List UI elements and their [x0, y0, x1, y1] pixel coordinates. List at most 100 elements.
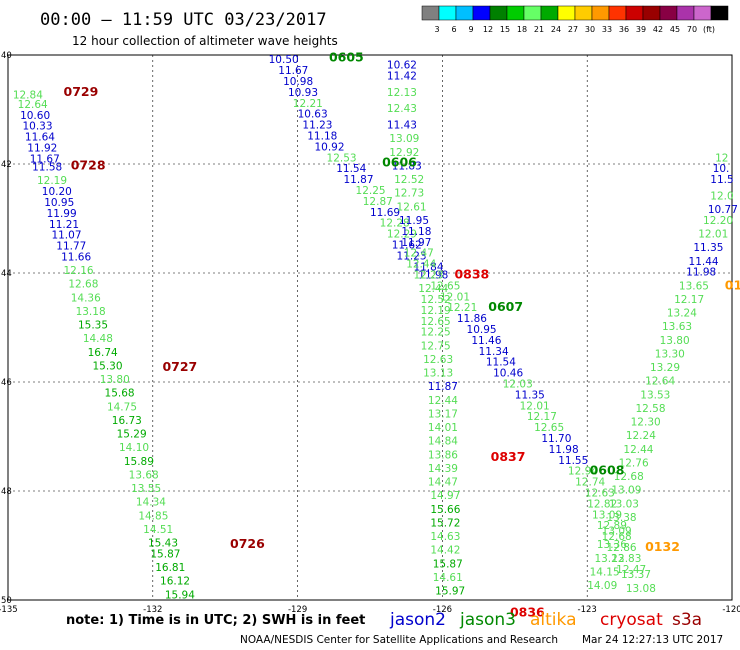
wave-height-value: 12.20 — [703, 215, 733, 227]
wave-height-value: 10.62 — [387, 60, 417, 72]
wave-height-value: 12.92 — [389, 147, 419, 159]
wave-height-value: 12.25 — [421, 327, 451, 339]
wave-height-value: 15.72 — [430, 517, 460, 529]
colorbar-swatch — [506, 5, 525, 21]
colorbar-label: 6 — [451, 25, 456, 34]
chart-subtitle: 12 hour collection of altimeter wave hei… — [72, 34, 338, 48]
wave-height-value: 10.93 — [288, 87, 318, 99]
wave-height-value: 11.67 — [278, 65, 308, 77]
wave-height-value: 11.83 — [392, 160, 422, 172]
colorbar-label: 27 — [568, 25, 578, 34]
wave-height-value: 11.70 — [541, 433, 571, 445]
wave-height-value: 11.5 — [710, 174, 733, 186]
wave-height-value: 13.09 — [602, 526, 632, 538]
colorbar-swatch — [489, 5, 508, 21]
wave-height-value: 15.87 — [150, 548, 180, 560]
wave-height-value: 13.09 — [611, 485, 641, 497]
wave-height-value: 12.44 — [623, 444, 653, 456]
wave-height-value: 14.01 — [428, 422, 458, 434]
colorbar-label: 21 — [534, 25, 544, 34]
colorbar-swatch — [557, 5, 576, 21]
wave-height-value: 14.85 — [138, 510, 168, 522]
satellite-legend: jason2 jason3 altika cryosat s3a — [389, 610, 702, 630]
wave-height-value: 15.68 — [105, 388, 135, 400]
colorbar-swatch — [472, 5, 491, 21]
colorbar: 3 6 9 12 15 18 21 24 27 30 33 36 39 42 45 70 (ft) — [421, 5, 729, 34]
wave-height-value: 11.98 — [418, 269, 448, 281]
wave-height-value: 13.65 — [679, 280, 709, 292]
plot-frame — [7, 54, 733, 601]
wave-height-value: 15.29 — [117, 429, 147, 441]
y-tick-label: 44 — [1, 269, 12, 279]
wave-height-value: 11.86 — [457, 313, 487, 325]
pass-time-label: 0729 — [64, 84, 99, 99]
wave-height-value: 11.87 — [343, 174, 373, 186]
wave-height-value: 11.87 — [428, 381, 458, 393]
wave-height-value: 12.65 — [534, 422, 564, 434]
wave-height-value: 13.86 — [428, 449, 458, 461]
satellite-s3a-label: s3a — [672, 610, 702, 630]
colorbar-swatch — [625, 5, 644, 21]
wave-height-value: 12.73 — [394, 188, 424, 200]
wave-height-value: 15.89 — [124, 456, 154, 468]
colorbar-label: 45 — [670, 25, 680, 34]
colorbar-swatch — [676, 5, 695, 21]
colorbar-label: 12 — [483, 25, 493, 34]
wave-height-value: 16.81 — [155, 562, 185, 574]
colorbar-label: 24 — [551, 25, 561, 34]
pass-time-label: 0728 — [71, 157, 106, 172]
wave-height-value: 12.61 — [397, 201, 427, 213]
wave-height-value: 11.18 — [401, 226, 431, 238]
timestamp-text: Mar 24 12:27:13 UTC 2017 — [582, 634, 723, 646]
wave-height-value: 13.23 — [594, 553, 624, 565]
wave-height-value: 14.63 — [430, 531, 460, 543]
wave-height-value: 11.69 — [370, 207, 400, 219]
wave-height-value: 12.13 — [387, 87, 417, 99]
time-labels: 0729 0728 0727 0726 0605 0606 0607 0608 0838 0837… — [64, 50, 740, 620]
satellite-cryosat-label: cryosat — [600, 610, 663, 630]
wave-height-value: 16.73 — [112, 415, 142, 427]
wave-height-value: 13.63 — [662, 321, 692, 333]
wave-height-value: 11.98 — [686, 267, 716, 279]
x-tick-label: -132 — [143, 605, 162, 615]
wave-height-value: 11.21 — [49, 219, 79, 231]
wave-height-value: 16.12 — [160, 576, 190, 588]
y-tick-label: 42 — [1, 160, 12, 170]
wave-height-value: 15.35 — [78, 320, 108, 332]
wave-height-value: 12.30 — [631, 417, 661, 429]
wave-height-value: 11.35 — [515, 389, 545, 401]
wave-height-value: 14.42 — [430, 545, 460, 557]
wave-height-value: 12.21 — [293, 98, 323, 110]
y-tick-label: 50 — [1, 596, 12, 606]
wave-height-value: 12.16 — [64, 265, 94, 277]
wave-height-value: 12.44 — [428, 395, 458, 407]
wave-height-value: 10.95 — [44, 197, 74, 209]
x-tick-label: -129 — [288, 605, 307, 615]
wave-height-value: 14.09 — [587, 580, 617, 592]
wave-height-value: 11.97 — [401, 237, 431, 249]
wave-height-value: 12.64 — [645, 376, 675, 388]
wave-height-value: 11.58 — [32, 162, 62, 174]
wave-height-value: 15.43 — [148, 538, 178, 550]
wave-height-value: 10.50 — [269, 54, 299, 66]
pass-time-label: 0838 — [454, 266, 489, 281]
x-tick-label: -126 — [433, 605, 452, 615]
colorbar-swatch — [710, 5, 729, 21]
wave-height-value: 12.24 — [626, 430, 656, 442]
wave-height-value: 10.33 — [22, 121, 52, 133]
note-text: note: 1) Time is in UTC; 2) SWH is in fe… — [66, 613, 365, 628]
wave-height-value: 14.75 — [107, 401, 137, 413]
colorbar-label: 3 — [434, 25, 439, 34]
wave-height-value: 13.38 — [607, 512, 637, 524]
wave-height-value: 12.25 — [356, 185, 386, 197]
wave-height-value: 12.47 — [616, 564, 646, 576]
wave-height-value: 14.97 — [430, 490, 460, 502]
wave-height-value: 11.42 — [387, 71, 417, 83]
colorbar-swatch — [523, 5, 542, 21]
wave-height-value: 10.63 — [298, 109, 328, 121]
colorbar-label: 39 — [636, 25, 646, 34]
wave-height-value: 11.67 — [30, 153, 60, 165]
x-tick-label: -123 — [578, 605, 597, 615]
wave-height-value: 11.62 — [392, 239, 422, 251]
colorbar-swatch — [438, 5, 457, 21]
